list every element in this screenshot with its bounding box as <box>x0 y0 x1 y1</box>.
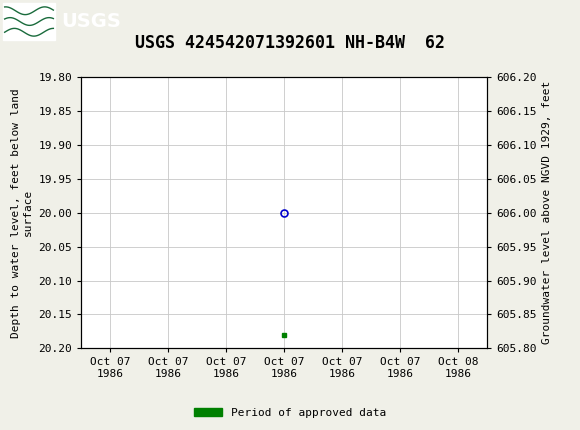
Bar <box>3 3 55 40</box>
Text: USGS 424542071392601 NH-B4W  62: USGS 424542071392601 NH-B4W 62 <box>135 34 445 52</box>
Text: USGS: USGS <box>61 12 121 31</box>
Y-axis label: Depth to water level, feet below land
surface: Depth to water level, feet below land su… <box>11 88 33 338</box>
Y-axis label: Groundwater level above NGVD 1929, feet: Groundwater level above NGVD 1929, feet <box>542 81 552 344</box>
Legend: Period of approved data: Period of approved data <box>190 403 390 422</box>
